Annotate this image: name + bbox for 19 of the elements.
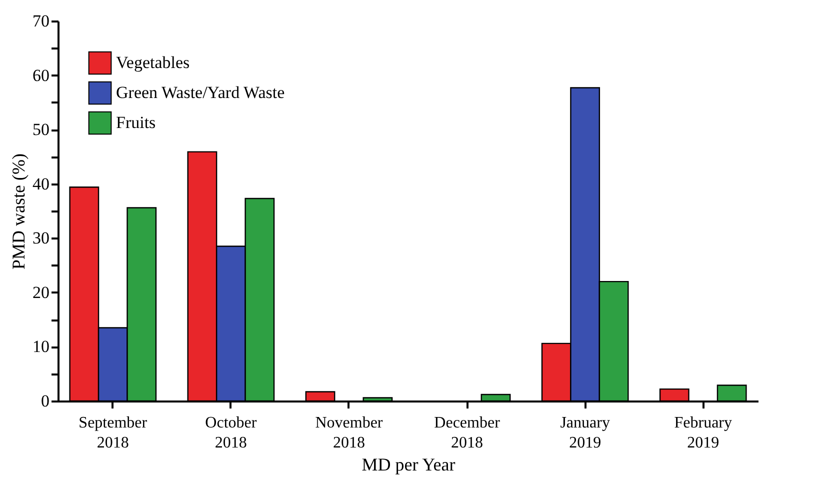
y-tick-label: 30 <box>32 228 50 248</box>
y-tick-label: 50 <box>32 120 50 140</box>
x-tick-label: January 2019 <box>560 414 610 452</box>
y-tick-label: 0 <box>41 392 50 410</box>
y-tick-label: 40 <box>32 174 50 194</box>
y-tick-label: 60 <box>32 66 50 85</box>
x-tick-label: October 2018 <box>205 414 258 452</box>
x-tick-label: February 2019 <box>674 414 732 452</box>
legend-label: Vegetables <box>116 53 190 72</box>
y-tick-label: 70 <box>32 12 50 30</box>
x-axis-title: MD per Year <box>362 454 456 474</box>
legend-label: Fruits <box>116 113 156 132</box>
y-axis-title: PMD waste (%) <box>8 154 28 270</box>
x-tick-label: September 2018 <box>78 414 148 452</box>
legend-label: Green Waste/Yard Waste <box>116 83 285 102</box>
x-tick-label: December 2018 <box>434 414 501 452</box>
x-tick-label: November 2018 <box>315 414 384 452</box>
y-tick-label: 20 <box>32 282 50 302</box>
y-tick-label: 10 <box>32 337 50 356</box>
